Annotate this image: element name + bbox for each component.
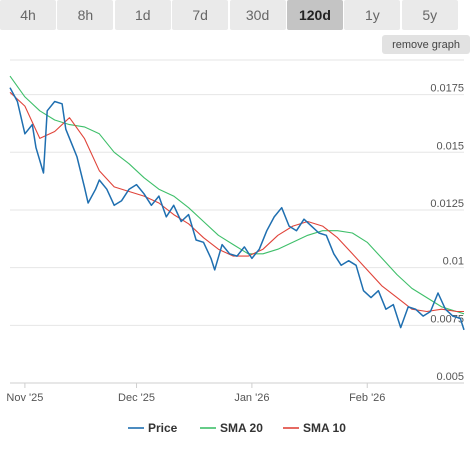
y-tick-label: 0.0075 [430,313,464,325]
price-line [9,87,465,331]
tab-1d[interactable]: 1d [114,0,171,30]
legend-label[interactable]: SMA 10 [303,421,346,435]
x-tick-label: Nov '25 [6,392,43,404]
sma-20-line [9,75,465,315]
y-tick-label: 0.0175 [430,83,464,95]
series-lines [9,75,465,331]
remove-graph-button[interactable]: remove graph [382,35,470,54]
tab-30d[interactable]: 30d [229,0,286,30]
axes: 0.005 0.0075 0.01 0.0125 0.015 0.0175 Nov '25 D… [6,83,464,404]
x-tick-label: Jan '26 [234,392,269,404]
tab-5y[interactable]: 5y [401,0,458,30]
tab-7d[interactable]: 7d [172,0,229,30]
y-tick-label: 0.015 [436,140,464,152]
legend-label[interactable]: SMA 20 [220,421,263,435]
grid-lines [10,59,464,384]
sma-10-line [9,91,464,313]
y-tick-label: 0.01 [443,256,464,268]
legend: Price SMA 20 SMA 10 [128,421,346,435]
x-tick-label: Feb '26 [349,392,385,404]
y-tick-label: 0.005 [436,371,464,383]
x-tick-label: Dec '25 [118,392,155,404]
legend-label[interactable]: Price [148,421,178,435]
tab-8h[interactable]: 8h [57,0,114,30]
time-range-tabs: 4h 8h 1d 7d 30d 120d 1y 5y [0,0,474,30]
tab-4h[interactable]: 4h [0,0,56,30]
tab-120d[interactable]: 120d [286,0,343,30]
tab-1y[interactable]: 1y [344,0,401,30]
y-tick-label: 0.0125 [430,198,464,210]
